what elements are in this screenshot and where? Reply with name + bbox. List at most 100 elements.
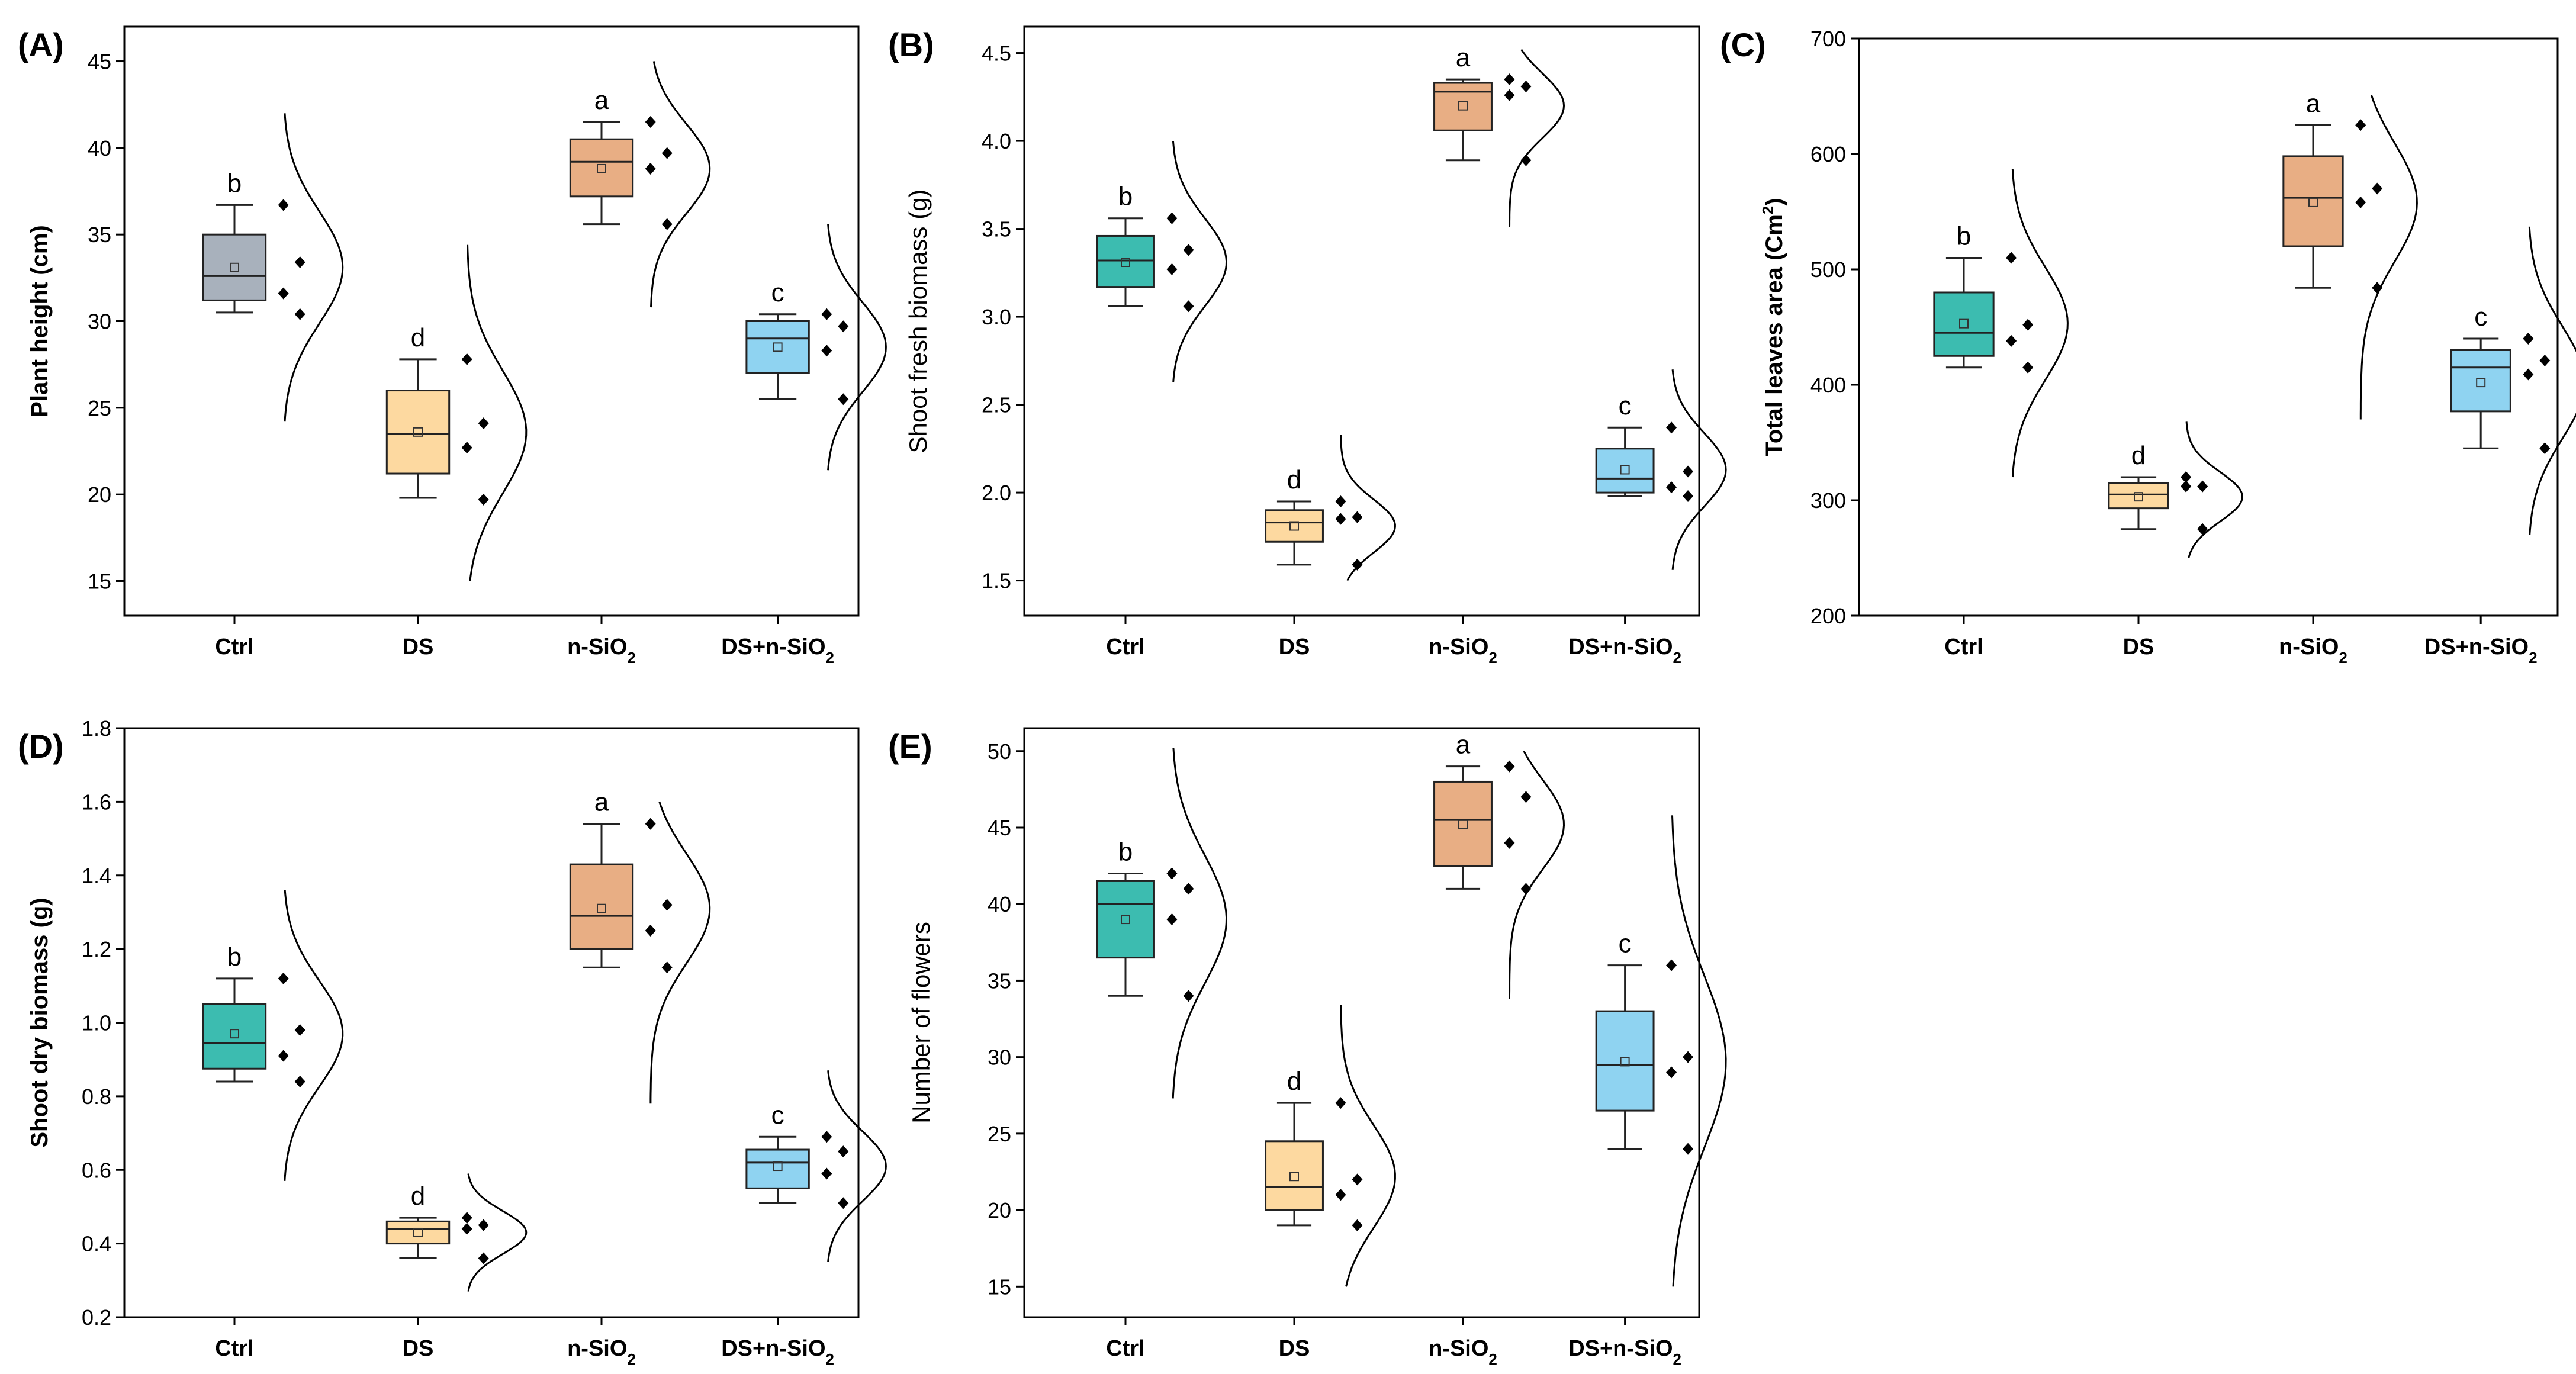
y-axis-label: Number of flowers	[907, 922, 935, 1124]
data-point	[2181, 471, 2192, 483]
data-point	[278, 972, 289, 984]
data-point	[1504, 73, 1515, 86]
data-point	[478, 493, 489, 506]
y-tick-label: 3.0	[982, 305, 1011, 329]
significance-letter: a	[1456, 731, 1471, 760]
data-point	[1504, 760, 1515, 773]
y-tick-label: 700	[1810, 27, 1846, 51]
group-2: n-SiO2 a	[2279, 89, 2418, 667]
box	[2108, 482, 2169, 510]
x-category-label: DS+n-SiO2	[721, 635, 834, 667]
significance-letter: d	[411, 323, 425, 352]
group-1: DS d	[1265, 1005, 1396, 1361]
significance-letter: d	[2131, 441, 2146, 470]
mean-marker	[1289, 1172, 1299, 1182]
data-point	[661, 147, 673, 159]
significance-letter: c	[1619, 391, 1632, 420]
data-point	[294, 1076, 305, 1087]
y-tick-label: 1.8	[82, 716, 111, 741]
y-axis-label: Shoot dry biomass (g)	[27, 897, 53, 1147]
data-point	[2197, 480, 2208, 493]
group-3: DS+n-SiO2 c	[721, 1070, 887, 1368]
box	[202, 1003, 267, 1070]
data-point	[478, 1219, 489, 1231]
data-point	[1683, 490, 1694, 503]
x-category-label: n-SiO2	[2279, 635, 2347, 667]
y-tick-label: 30	[88, 310, 111, 334]
mean-marker	[2476, 378, 2486, 388]
y-tick-label: 35	[88, 223, 111, 247]
data-point	[1183, 244, 1194, 256]
significance-letter: b	[1118, 182, 1133, 211]
data-point	[461, 353, 472, 365]
x-category-label: DS+n-SiO2	[1568, 1336, 1681, 1368]
significance-letter: b	[227, 169, 242, 198]
data-point	[2022, 361, 2034, 374]
box	[745, 320, 810, 374]
panel-c: (C) Total leaves area (Cm2) 200 300 400 500 60…	[1720, 26, 2576, 667]
panel-letter: (E)	[888, 728, 932, 765]
data-point	[1335, 513, 1346, 525]
box	[202, 233, 267, 301]
data-point	[2181, 480, 2192, 493]
data-point	[294, 1024, 305, 1036]
x-category-subscript: 2	[1488, 1350, 1497, 1368]
box	[1433, 82, 1493, 131]
box	[2282, 155, 2344, 247]
y-tick-label: 1.4	[82, 864, 111, 888]
panel-a: (A) Plant height (cm) 15 20 25 30 35 40 45 Ctrl b D…	[18, 25, 887, 667]
data-point	[1683, 1143, 1694, 1155]
data-point	[278, 287, 289, 300]
distribution-curve	[2528, 226, 2576, 535]
group-1: DS d	[1265, 435, 1396, 659]
data-point	[1666, 421, 1677, 434]
x-category-label: Ctrl	[1944, 635, 1983, 659]
data-point	[2372, 182, 2383, 195]
data-point	[1520, 154, 1532, 166]
y-tick-label: 0.8	[82, 1085, 111, 1109]
y-tick-label: 20	[988, 1198, 1011, 1222]
box	[1433, 780, 1493, 867]
box	[1595, 448, 1655, 494]
y-tick-label: 40	[88, 136, 111, 160]
y-tick-label: 35	[988, 968, 1011, 993]
distribution-curve	[1671, 369, 1727, 570]
data-point	[645, 925, 656, 937]
plot-frame	[1023, 727, 1700, 1318]
significance-letter: b	[1118, 838, 1133, 867]
y-tick-label: 500	[1810, 258, 1846, 282]
y-tick-label: 50	[988, 739, 1011, 764]
data-point	[1504, 89, 1515, 101]
y-tick-label: 15	[88, 569, 111, 593]
box	[1933, 291, 1995, 357]
data-point	[661, 218, 673, 230]
data-point	[278, 199, 289, 211]
y-tick-label: 300	[1810, 488, 1846, 513]
group-0: Ctrl b	[202, 113, 344, 659]
group-3: DS+n-SiO2 c	[1568, 815, 1727, 1368]
mean-marker	[597, 903, 606, 913]
data-point	[661, 899, 673, 911]
x-category-label: Ctrl	[1106, 635, 1144, 659]
data-point	[1683, 465, 1694, 478]
data-point	[1352, 1219, 1363, 1231]
data-point	[1166, 212, 1178, 224]
mean-marker	[1121, 258, 1130, 267]
data-point	[821, 345, 832, 357]
mean-marker	[2308, 197, 2318, 207]
box	[1265, 509, 1324, 543]
significance-letter: a	[594, 788, 609, 817]
data-point	[838, 393, 849, 406]
data-point	[278, 1050, 289, 1062]
data-point	[645, 115, 656, 128]
x-category-subscript: 2	[826, 649, 834, 667]
mean-marker	[2134, 492, 2143, 502]
panel-b: (B) Shoot fresh biomass (g) 1.5 2.0 2.5 3.0 3.…	[888, 25, 1727, 667]
y-tick-label: 0.2	[82, 1305, 111, 1330]
distribution-curve	[1172, 140, 1228, 382]
panel-letter: (D)	[18, 728, 64, 765]
box	[569, 138, 634, 198]
y-tick-label: 2.5	[982, 393, 1011, 417]
data-point	[294, 256, 305, 268]
